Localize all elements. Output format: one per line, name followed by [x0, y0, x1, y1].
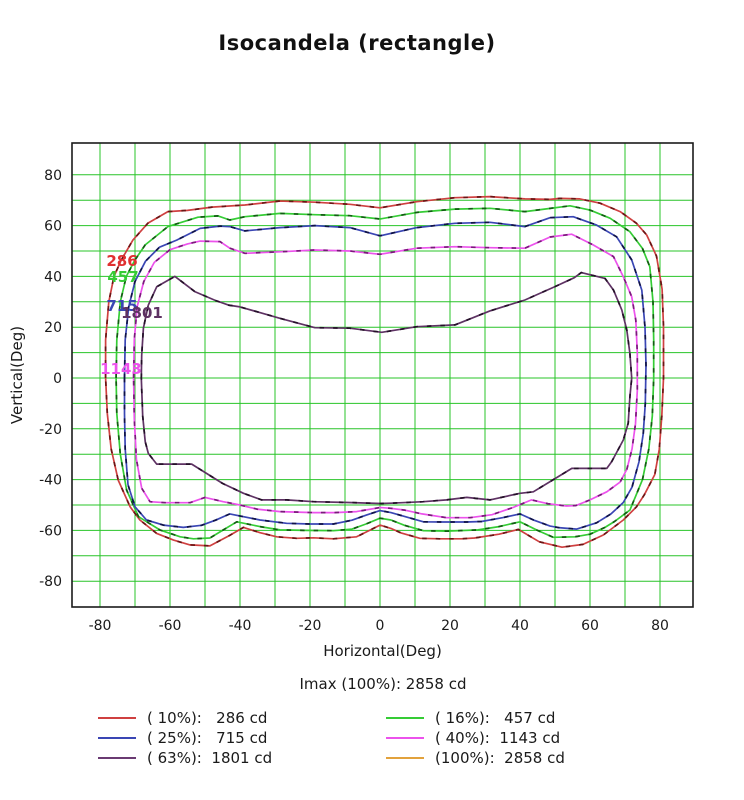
contour-25pct: [123, 215, 647, 530]
x-tick-label: -20: [299, 618, 322, 634]
contour-value-label: 715: [106, 297, 137, 315]
x-tick-label: 0: [376, 618, 385, 634]
legend-100pct-swatch: [386, 757, 424, 759]
legend-10pct-row: ( 10%): 286 cd: [98, 708, 272, 728]
legend-10pct-label: ( 10%): 286 cd: [147, 709, 268, 727]
contour-dash-63pct: [140, 271, 633, 505]
legend-40pct-row: ( 40%): 1143 cd: [386, 728, 565, 748]
x-axis-title: Horizontal(Deg): [323, 642, 442, 660]
x-tick-label: 20: [441, 618, 459, 634]
contour-10pct: [104, 195, 665, 549]
y-tick-label: -20: [39, 422, 62, 438]
legend-25pct-swatch: [98, 737, 136, 739]
legend-100pct-row: (100%): 2858 cd: [386, 748, 565, 768]
y-tick-label: 60: [44, 219, 62, 235]
plot-border: [71, 142, 694, 608]
contour-value-label: 457: [107, 268, 138, 286]
legend-16pct-label: ( 16%): 457 cd: [435, 709, 556, 727]
legend-16pct-row: ( 16%): 457 cd: [386, 708, 565, 728]
contour-dash-10pct: [104, 195, 665, 549]
y-tick-label: 0: [53, 371, 62, 387]
legend-63pct-label: ( 63%): 1801 cd: [147, 749, 273, 767]
legend-40pct-label: ( 40%): 1143 cd: [435, 729, 561, 747]
y-tick-label: -40: [39, 473, 62, 489]
legend-63pct-row: ( 63%): 1801 cd: [98, 748, 272, 768]
imax-label: Imax (100%): 2858 cd: [299, 675, 467, 693]
y-tick-label: 40: [44, 269, 62, 285]
contour-63pct: [140, 271, 633, 505]
contour-dash-40pct: [132, 233, 639, 519]
legend-left-column: ( 10%): 286 cd ( 25%): 715 cd ( 63%): 1801…: [98, 708, 272, 768]
legend-right-column: ( 16%): 457 cd ( 40%): 1143 cd (100%): 285…: [386, 708, 565, 768]
legend-25pct-row: ( 25%): 715 cd: [98, 728, 272, 748]
page-title: Isocandela (rectangle): [218, 31, 496, 55]
y-axis-title: Vertical(Deg): [8, 326, 26, 424]
contour-value-label: 1143: [100, 360, 142, 378]
legend-40pct-swatch: [386, 737, 424, 739]
legend-25pct-label: ( 25%): 715 cd: [147, 729, 268, 747]
x-tick-label: 40: [511, 618, 529, 634]
contour-value-label: 1801: [121, 304, 163, 322]
contour-dash-16pct: [115, 204, 655, 540]
legend-63pct-swatch: [98, 757, 136, 759]
contour-dash-25pct: [123, 215, 647, 530]
y-tick-label: -80: [39, 574, 62, 590]
y-tick-label: -60: [39, 523, 62, 539]
y-tick-label: 20: [44, 320, 62, 336]
y-tick-label: 80: [44, 168, 62, 184]
x-tick-label: -40: [229, 618, 252, 634]
legend-10pct-swatch: [98, 717, 136, 719]
x-tick-label: -80: [89, 618, 112, 634]
legend-16pct-swatch: [386, 717, 424, 719]
x-tick-label: 60: [581, 618, 599, 634]
contour-value-label: 286: [106, 252, 137, 270]
x-tick-label: 80: [651, 618, 669, 634]
x-tick-label: -60: [159, 618, 182, 634]
legend-100pct-label: (100%): 2858 cd: [435, 749, 565, 767]
contour-16pct: [115, 204, 655, 540]
